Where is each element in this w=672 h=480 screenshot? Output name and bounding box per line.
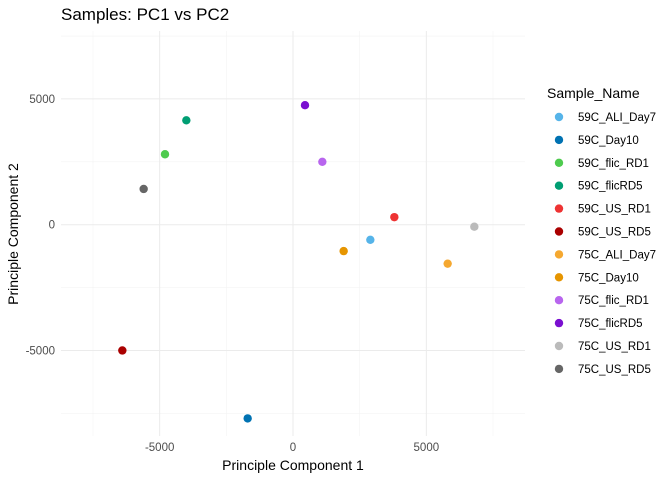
legend-key	[554, 112, 564, 122]
legend-label: 59C_flicRD5	[578, 181, 643, 193]
legend-key	[554, 318, 564, 328]
data-point-75c-day10	[339, 246, 348, 256]
data-point-75c-ali-day7	[443, 259, 452, 268]
y-tick-label: -5000	[26, 345, 55, 357]
data-point-75c-flic-rd1	[318, 157, 327, 167]
data-point-59c-day10	[243, 414, 252, 423]
y-axis-title: Principle Component 2	[5, 163, 21, 305]
y-tick-label: 0	[49, 220, 55, 232]
data-point-59c-ali-day7	[366, 235, 375, 244]
plot-grid	[61, 31, 525, 436]
data-point-75c-us-rd5	[139, 184, 148, 194]
legend-key	[554, 341, 564, 351]
legend-label: 59C_flic_RD1	[578, 158, 649, 170]
legend-key	[554, 158, 564, 167]
legend-label: 75C_flicRD5	[578, 318, 643, 330]
y-tick-label: 5000	[29, 94, 55, 106]
data-points	[118, 101, 479, 423]
legend-label: 59C_Day10	[578, 135, 639, 147]
legend-label: 59C_US_RD5	[578, 227, 651, 239]
legend-key	[554, 296, 564, 305]
legend-key	[554, 227, 564, 236]
x-tick-label: 5000	[414, 442, 440, 454]
chart-title: Samples: PC1 vs PC2	[61, 5, 229, 24]
x-tick-label: 0	[290, 442, 296, 454]
legend-label: 75C_US_RD5	[578, 364, 651, 376]
legend-key	[554, 364, 564, 374]
legend-key	[554, 273, 564, 282]
axis-tick-labels: -5000 0 5000 -5000 0 5000	[26, 94, 440, 454]
legend-key	[554, 204, 564, 213]
legend: Sample_Name 59C_ALI_Day7 59C_Day10 59C_fli…	[547, 85, 656, 376]
data-point-59c-flicrd5	[182, 116, 191, 125]
data-point-59c-flic-rd1	[160, 150, 170, 159]
legend-key	[554, 135, 564, 145]
data-point-75c-us-rd1	[470, 222, 479, 231]
legend-label: 59C_ALI_Day7	[578, 112, 656, 124]
legend-label: 75C_ALI_Day7	[578, 249, 656, 261]
legend-label: 59C_US_RD1	[578, 204, 651, 216]
x-axis-title: Principle Component 1	[222, 457, 364, 473]
x-tick-label: -5000	[145, 442, 174, 454]
data-point-59c-us-rd5	[118, 346, 127, 355]
legend-title: Sample_Name	[547, 85, 640, 101]
legend-key	[554, 250, 564, 259]
legend-label: 75C_Day10	[578, 272, 639, 284]
legend-label: 75C_flic_RD1	[578, 295, 649, 307]
legend-key	[554, 181, 564, 190]
legend-label: 75C_US_RD1	[578, 341, 651, 353]
data-point-59c-us-rd1	[390, 212, 399, 222]
data-point-75c-flicrd5	[300, 101, 310, 110]
